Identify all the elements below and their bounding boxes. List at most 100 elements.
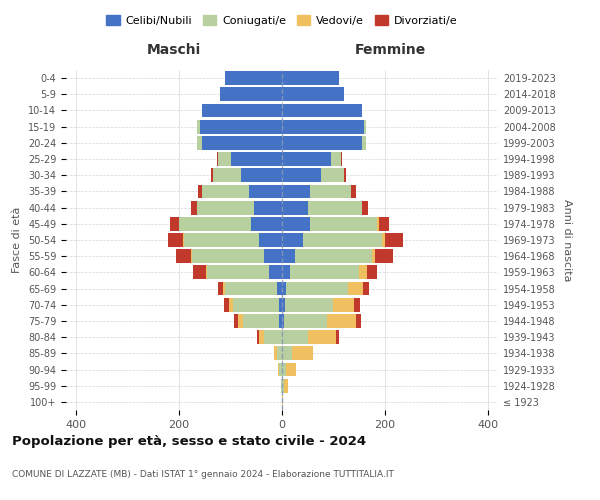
Bar [197, 120, 200, 134]
Bar [282, 120, 364, 134]
Bar [282, 346, 292, 360]
Bar [367, 266, 377, 280]
Bar [331, 152, 341, 166]
Bar [202, 104, 282, 118]
Bar [286, 362, 296, 376]
Bar [359, 266, 367, 280]
Bar [218, 152, 230, 166]
Bar [269, 266, 282, 280]
Bar [282, 184, 310, 198]
Bar [229, 298, 233, 312]
Bar [217, 152, 218, 166]
Bar [364, 120, 366, 134]
Bar [226, 282, 277, 296]
Bar [254, 200, 282, 214]
Bar [282, 104, 362, 118]
Bar [264, 330, 282, 344]
Bar [320, 168, 344, 182]
Bar [282, 282, 286, 296]
Bar [282, 379, 284, 392]
Bar [280, 314, 282, 328]
Bar [352, 184, 356, 198]
Bar [168, 233, 183, 247]
Bar [202, 184, 248, 198]
Bar [282, 136, 362, 149]
Bar [264, 250, 282, 263]
Bar [282, 168, 320, 182]
Bar [363, 282, 370, 296]
Bar [223, 282, 226, 296]
Bar [278, 362, 280, 376]
Bar [257, 330, 259, 344]
Text: Femmine: Femmine [355, 43, 425, 57]
Bar [334, 298, 354, 312]
Bar [206, 266, 208, 280]
Bar [191, 250, 192, 263]
Bar [212, 168, 241, 182]
Bar [234, 314, 238, 328]
Bar [248, 184, 282, 198]
Bar [280, 362, 282, 376]
Bar [308, 200, 362, 214]
Y-axis label: Fasce di età: Fasce di età [13, 207, 22, 273]
Bar [336, 330, 338, 344]
Bar [184, 233, 259, 247]
Bar [282, 200, 308, 214]
Bar [374, 250, 392, 263]
Bar [327, 314, 356, 328]
Bar [348, 282, 363, 296]
Bar [290, 266, 359, 280]
Bar [202, 136, 282, 149]
Bar [284, 298, 334, 312]
Bar [259, 233, 282, 247]
Bar [284, 314, 327, 328]
Bar [183, 233, 184, 247]
Bar [277, 282, 282, 296]
Bar [382, 233, 385, 247]
Bar [295, 250, 372, 263]
Bar [385, 233, 403, 247]
Bar [310, 217, 377, 230]
Bar [280, 298, 282, 312]
Bar [310, 184, 352, 198]
Bar [259, 330, 264, 344]
Bar [176, 250, 191, 263]
Bar [282, 152, 331, 166]
Bar [197, 136, 202, 149]
Bar [372, 250, 374, 263]
Bar [241, 168, 282, 182]
Bar [211, 168, 212, 182]
Bar [191, 200, 197, 214]
Bar [282, 330, 308, 344]
Bar [282, 362, 286, 376]
Bar [192, 250, 264, 263]
Bar [244, 314, 280, 328]
Bar [218, 282, 223, 296]
Bar [233, 298, 280, 312]
Bar [282, 71, 338, 85]
Y-axis label: Anni di nascita: Anni di nascita [562, 198, 572, 281]
Bar [377, 217, 379, 230]
Bar [281, 379, 282, 392]
Text: Popolazione per età, sesso e stato civile - 2024: Popolazione per età, sesso e stato civil… [12, 435, 366, 448]
Bar [379, 217, 389, 230]
Bar [282, 250, 295, 263]
Bar [356, 314, 361, 328]
Bar [286, 282, 348, 296]
Bar [251, 217, 282, 230]
Bar [284, 379, 287, 392]
Bar [230, 152, 282, 166]
Bar [292, 346, 313, 360]
Bar [200, 120, 282, 134]
Bar [341, 152, 342, 166]
Bar [344, 168, 346, 182]
Legend: Celibi/Nubili, Coniugati/e, Vedovi/e, Divorziati/e: Celibi/Nubili, Coniugati/e, Vedovi/e, Di… [102, 10, 462, 30]
Bar [277, 346, 282, 360]
Bar [282, 314, 284, 328]
Bar [226, 71, 282, 85]
Bar [197, 200, 254, 214]
Bar [208, 266, 269, 280]
Bar [220, 88, 282, 101]
Bar [282, 88, 344, 101]
Bar [274, 346, 277, 360]
